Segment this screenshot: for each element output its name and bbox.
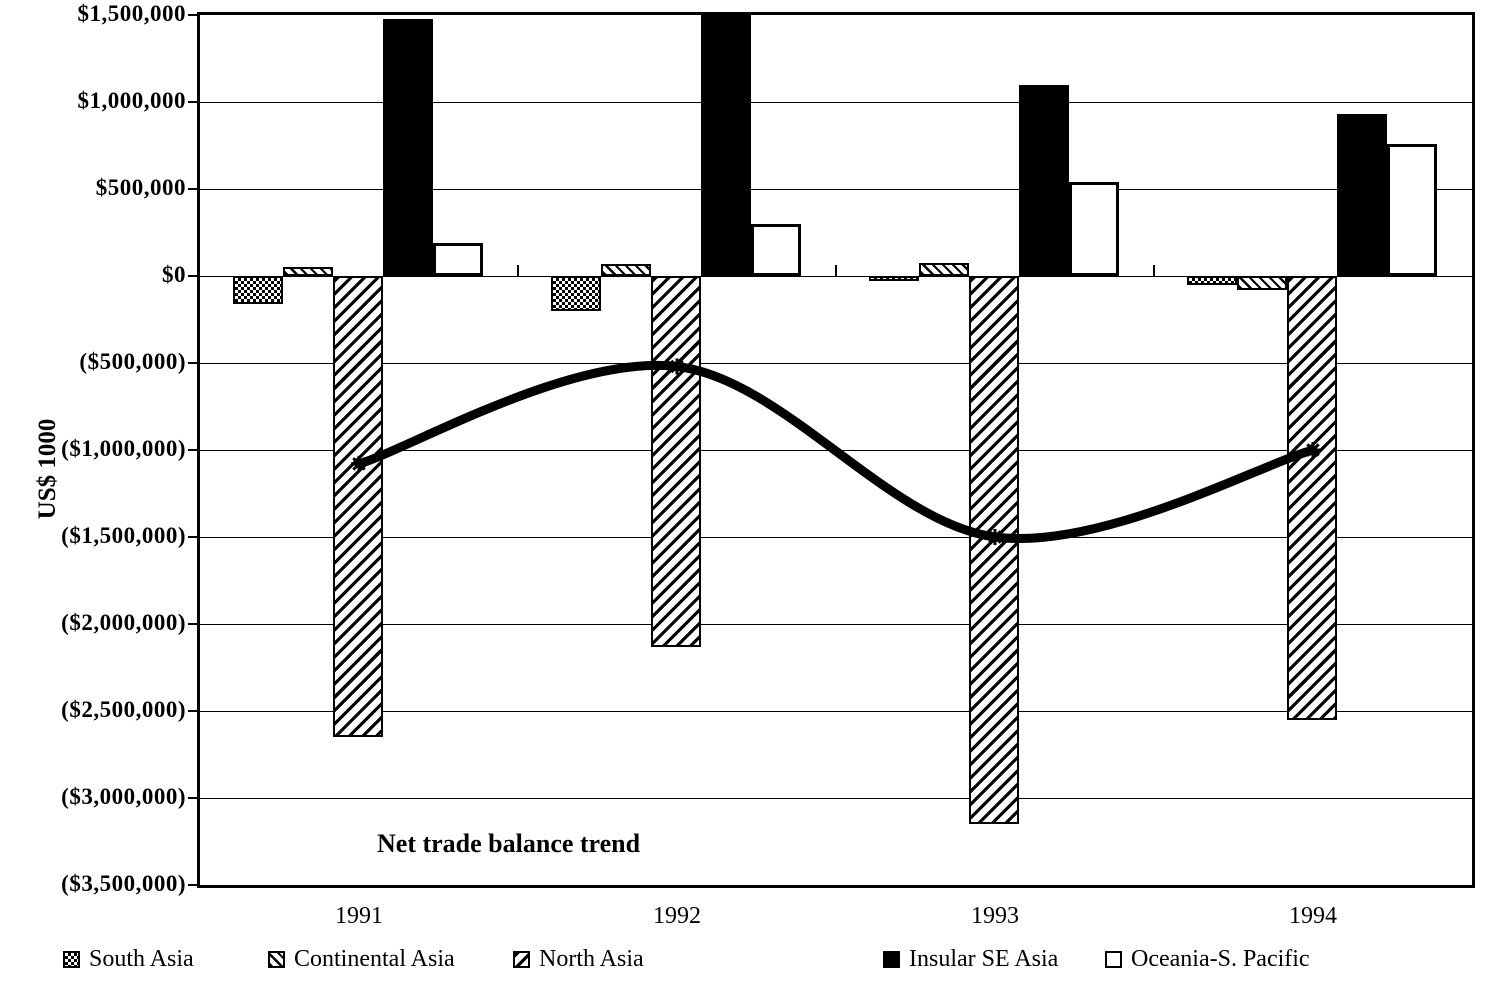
y-tick-mark [188,101,200,103]
trend-annotation: Net trade balance trend [377,829,641,858]
y-tick-label: ($1,000,000) [61,435,186,461]
y-tick-mark [188,623,200,625]
y-tick-mark [188,884,200,886]
gridline [200,798,1472,799]
bar-north-asia-1993 [969,276,1019,825]
legend-label: Continental Asia [294,945,455,972]
bar-oceania-s-pacific-1991 [433,242,483,276]
legend-swatch-slash-hatch [513,950,530,968]
trend-line [351,358,1321,545]
y-tick-mark [188,710,200,712]
bar-south-asia-1991 [233,276,283,304]
plot-area: Net trade balance trend [197,12,1475,888]
x-tick-label: 1991 [335,903,383,929]
y-tick-mark [188,188,200,190]
y-tick-mark [188,362,200,364]
bar-insular-se-asia-1992 [701,15,751,276]
category-tick [517,265,519,277]
bar-north-asia-1992 [651,276,701,647]
trend-marker-asterisk [1305,442,1321,458]
legend-label: Insular SE Asia [909,945,1059,972]
category-tick [1153,265,1155,277]
bar-south-asia-1993 [869,276,919,282]
legend-item-oceania-s-pacific: Oceania-S. Pacific [1105,944,1310,974]
legend-item-continental-asia: Continental Asia [268,944,455,974]
bar-insular-se-asia-1994 [1337,114,1387,276]
legend-item-insular-se-asia: Insular SE Asia [883,944,1058,974]
y-tick-label: $0 [162,261,186,287]
bar-south-asia-1992 [551,276,601,311]
y-tick-label: $500,000 [95,174,186,200]
legend-item-south-asia: South Asia [63,944,194,974]
legend-swatch-solid-black [883,950,900,968]
trend-marker-asterisk [987,529,1003,545]
bar-south-asia-1994 [1187,276,1237,285]
bar-oceania-s-pacific-1993 [1069,182,1119,276]
gridline [200,711,1472,712]
y-tick-mark [188,275,200,277]
legend-swatch-white [1105,950,1122,968]
y-tick-mark [188,797,200,799]
trend-path [354,360,1318,543]
y-tick-label: ($2,000,000) [61,609,186,635]
y-tick-label: ($3,500,000) [61,870,186,896]
category-tick [835,265,837,277]
y-tick-label: $1,500,000 [77,0,186,26]
bar-continental-asia-1994 [1237,276,1287,290]
y-tick-mark [188,536,200,538]
bar-north-asia-1991 [333,276,383,738]
bar-oceania-s-pacific-1992 [751,223,801,276]
y-tick-label: ($3,000,000) [61,783,186,809]
bar-continental-asia-1993 [919,262,969,276]
bar-insular-se-asia-1991 [383,19,433,276]
x-tick-label: 1994 [1289,903,1337,929]
bar-continental-asia-1991 [283,267,333,276]
trend-marker-asterisk [669,358,685,375]
y-tick-mark [188,449,200,451]
bar-north-asia-1994 [1287,276,1337,720]
y-tick-label: ($1,500,000) [61,522,186,548]
y-tick-mark [188,14,200,16]
trend-marker-asterisk [351,455,367,472]
legend: South Asia Continental Asia North Asia Insu… [0,944,1500,984]
legend-item-north-asia: North Asia [513,944,644,974]
y-tick-label: ($2,500,000) [61,696,186,722]
legend-label: North Asia [539,945,644,972]
gridline [200,102,1472,103]
bar-insular-se-asia-1993 [1019,84,1069,276]
legend-label: Oceania-S. Pacific [1131,945,1310,972]
y-tick-label: ($500,000) [79,348,186,374]
gridline [200,624,1472,625]
y-axis-title: US$ 1000 [34,418,61,520]
gridline [200,189,1472,190]
gridline [200,363,1472,364]
x-tick-label: 1992 [653,903,701,929]
x-tick-label: 1993 [971,903,1019,929]
bar-oceania-s-pacific-1994 [1387,143,1437,276]
gridline [200,537,1472,538]
legend-label: South Asia [89,945,194,972]
y-tick-label: $1,000,000 [77,87,186,113]
bar-continental-asia-1992 [601,263,651,276]
legend-swatch-checker-dot [63,950,80,968]
legend-swatch-backslash-hatch [268,950,285,968]
